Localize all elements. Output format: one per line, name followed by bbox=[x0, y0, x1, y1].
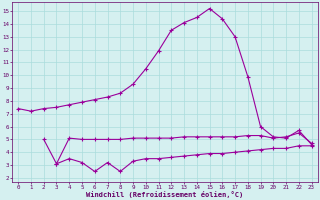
X-axis label: Windchill (Refroidissement éolien,°C): Windchill (Refroidissement éolien,°C) bbox=[86, 191, 244, 198]
